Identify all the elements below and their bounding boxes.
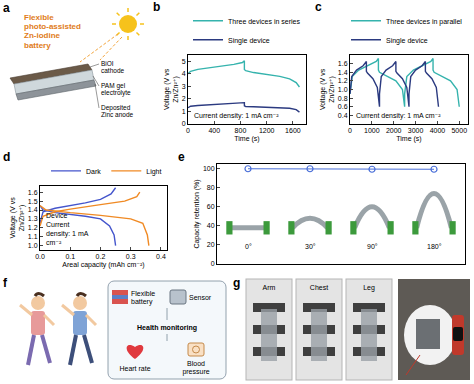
svg-text:40: 40 xyxy=(207,222,215,229)
svg-text:4000: 4000 xyxy=(430,127,446,134)
html-text:c: c xyxy=(315,0,322,14)
svg-text:0.4: 0.4 xyxy=(338,112,348,119)
svg-text:60: 60 xyxy=(207,203,215,210)
svg-text:Flexiblephoto-assistedZn-iodin: Flexiblephoto-assistedZn-iodinebattery xyxy=(24,13,81,50)
svg-text:80: 80 xyxy=(207,184,215,191)
svg-text:0.2: 0.2 xyxy=(96,253,106,260)
svg-text:3000: 3000 xyxy=(408,127,424,134)
svg-text:Heart rate: Heart rate xyxy=(119,365,150,372)
svg-text:Voltage (V vsZn/Zn²⁺): Voltage (V vsZn/Zn²⁺) xyxy=(9,197,26,239)
svg-text:Three devices in parallel: Three devices in parallel xyxy=(386,18,462,26)
svg-text:100: 100 xyxy=(203,165,215,172)
svg-text:Chest: Chest xyxy=(310,284,328,291)
svg-text:90°: 90° xyxy=(367,243,378,250)
svg-text:1.0: 1.0 xyxy=(28,242,38,249)
svg-text:180°: 180° xyxy=(427,243,442,250)
svg-text:0.0: 0.0 xyxy=(35,253,45,260)
svg-text:3: 3 xyxy=(182,83,186,90)
svg-text:0: 0 xyxy=(182,120,186,127)
svg-text:800: 800 xyxy=(235,127,247,134)
svg-text:1.4: 1.4 xyxy=(28,206,38,213)
svg-text:Sensor: Sensor xyxy=(189,294,212,301)
svg-text:Current density: 1 mA cm⁻²: Current density: 1 mA cm⁻² xyxy=(194,112,279,120)
svg-text:Voltage (V vsZn/Zn²⁺): Voltage (V vsZn/Zn²⁺) xyxy=(163,68,180,110)
svg-text:0°: 0° xyxy=(245,243,252,250)
svg-text:0: 0 xyxy=(186,127,190,134)
svg-text:Time (s): Time (s) xyxy=(396,135,421,143)
svg-text:400: 400 xyxy=(208,127,220,134)
svg-text:Arm: Arm xyxy=(263,284,276,291)
svg-text:1.6: 1.6 xyxy=(28,189,38,196)
svg-text:Light: Light xyxy=(146,168,161,176)
svg-text:1.2: 1.2 xyxy=(28,224,38,231)
svg-text:5000: 5000 xyxy=(451,127,467,134)
svg-text:20: 20 xyxy=(207,241,215,248)
svg-text:Health monitoring: Health monitoring xyxy=(137,324,197,332)
svg-text:0.8: 0.8 xyxy=(338,95,348,102)
svg-text:DeviceCurrentdensity: 1 mAcm⁻²: DeviceCurrentdensity: 1 mAcm⁻² xyxy=(46,212,89,246)
svg-text:Time (s): Time (s) xyxy=(234,135,259,143)
svg-text:Areal capacity (mAh cm⁻²): Areal capacity (mAh cm⁻²) xyxy=(62,261,144,269)
svg-text:1200: 1200 xyxy=(259,127,275,134)
svg-text:2000: 2000 xyxy=(386,127,402,134)
svg-text:DepositedZinc anode: DepositedZinc anode xyxy=(101,104,134,118)
svg-text:Three devices in series: Three devices in series xyxy=(228,18,300,25)
svg-text:f: f xyxy=(3,276,8,290)
svg-text:1: 1 xyxy=(182,108,186,115)
svg-text:1000: 1000 xyxy=(364,127,380,134)
svg-text:0.1: 0.1 xyxy=(65,253,75,260)
svg-text:Capacity retention (%): Capacity retention (%) xyxy=(193,179,201,248)
svg-text:Leg: Leg xyxy=(363,284,375,292)
html-text:e: e xyxy=(178,150,185,164)
svg-text:1.6: 1.6 xyxy=(338,60,348,67)
svg-text:1.4: 1.4 xyxy=(338,69,348,76)
svg-text:Single device: Single device xyxy=(386,37,428,45)
svg-text:0.4: 0.4 xyxy=(156,253,166,260)
svg-text:BiOIcathode: BiOIcathode xyxy=(101,60,125,74)
svg-text:5: 5 xyxy=(182,58,186,65)
svg-text:1.1: 1.1 xyxy=(28,233,38,240)
svg-text:Dark: Dark xyxy=(86,168,101,175)
svg-text:a: a xyxy=(3,1,10,15)
svg-text:1.5: 1.5 xyxy=(28,198,38,205)
svg-text:30°: 30° xyxy=(305,243,316,250)
svg-text:1.2: 1.2 xyxy=(338,77,348,84)
svg-text:g: g xyxy=(233,276,240,290)
svg-text:0: 0 xyxy=(348,127,352,134)
svg-text:0: 0 xyxy=(211,260,215,267)
html-text:b: b xyxy=(153,0,161,14)
svg-text:0.3: 0.3 xyxy=(126,253,136,260)
svg-text:1.3: 1.3 xyxy=(28,215,38,222)
svg-text:Voltage (V vsZn/Zn²⁺): Voltage (V vsZn/Zn²⁺) xyxy=(319,68,336,110)
svg-text:Flexiblebattery: Flexiblebattery xyxy=(131,290,155,306)
svg-text:Single device: Single device xyxy=(228,37,270,45)
svg-text:1.0: 1.0 xyxy=(338,86,348,93)
svg-text:Current density: 1 mA cm⁻²: Current density: 1 mA cm⁻² xyxy=(356,112,441,120)
svg-text:0.6: 0.6 xyxy=(338,103,348,110)
svg-text:1600: 1600 xyxy=(285,127,301,134)
svg-text:PAM gelelectrolyte: PAM gelelectrolyte xyxy=(101,82,131,97)
svg-text:Bloodpressure: Bloodpressure xyxy=(182,360,209,376)
svg-text:2: 2 xyxy=(182,95,186,102)
html-text:d: d xyxy=(3,150,11,164)
svg-text:4: 4 xyxy=(182,70,186,77)
